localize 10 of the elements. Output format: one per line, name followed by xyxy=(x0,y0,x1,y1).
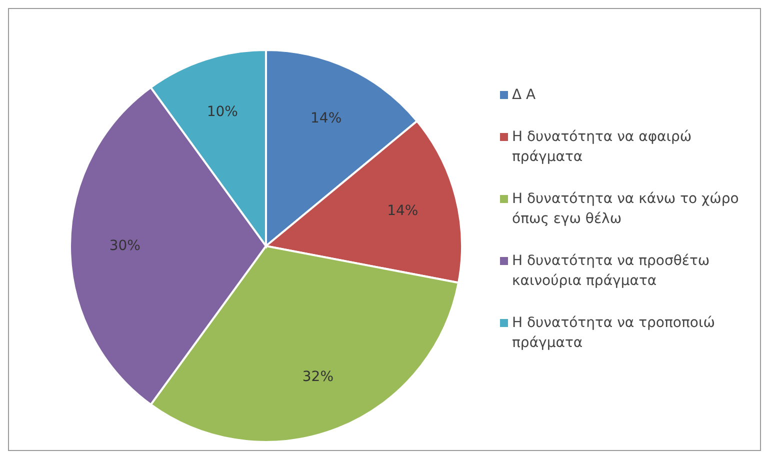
legend-label: Η δυνατότητα να κάνω το χώρο όπως εγω θέλω xyxy=(512,190,740,228)
legend-label: Η δυνατότητα να αφαιρώ πράγματα xyxy=(512,128,693,166)
legend-label: Δ Α xyxy=(512,86,536,104)
data-label: 32% xyxy=(302,369,334,386)
data-label: 14% xyxy=(310,110,342,126)
data-label: 14% xyxy=(387,202,418,219)
legend-label: Η δυνατότητα να προσθέτω καινούρια πράγματα xyxy=(512,252,711,290)
legend-label: Η δυνατότητα να τροποποιώ πράγματα xyxy=(512,314,716,352)
data-label: 10% xyxy=(206,104,238,120)
data-label: 30% xyxy=(109,238,140,254)
